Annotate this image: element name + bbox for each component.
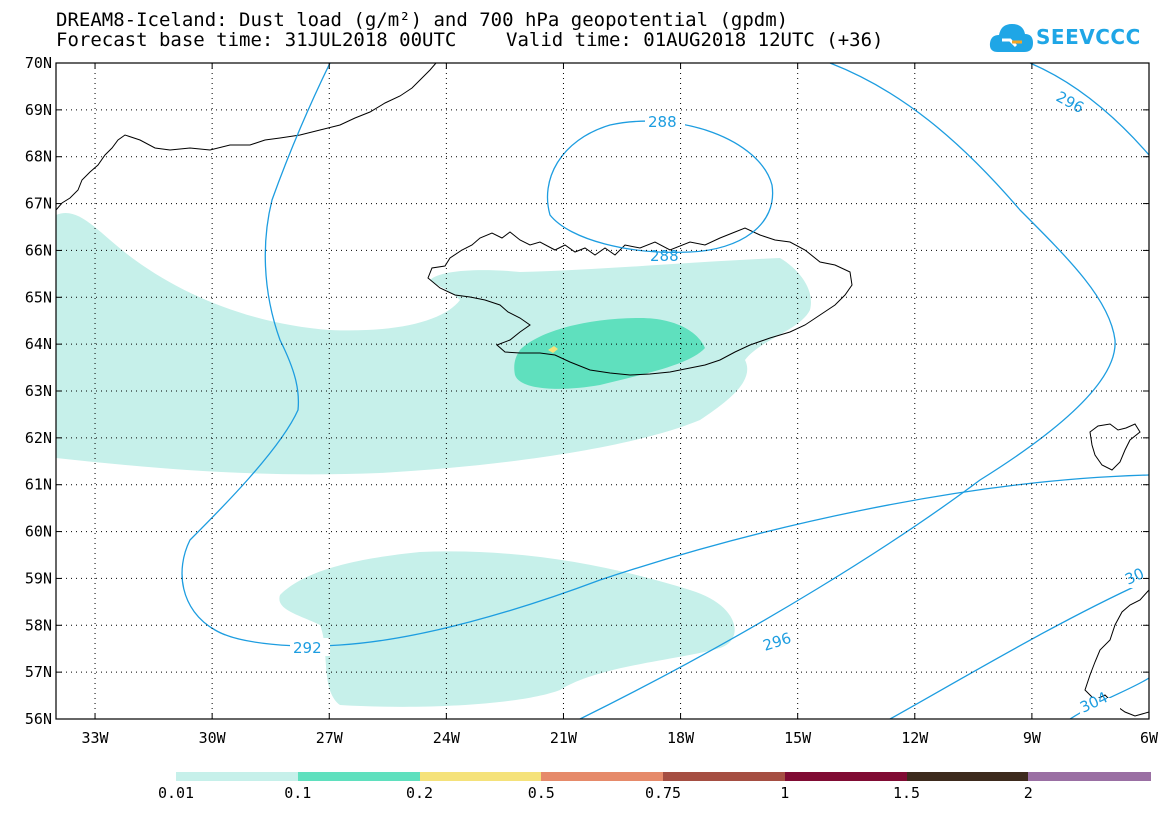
- lat-label: 56N: [25, 710, 52, 728]
- colorbar-segment: [906, 772, 1029, 781]
- latitude-labels: 70N 69N 68N 67N 66N 65N 64N 63N 62N 61N 60N 59N 58N 5…: [25, 54, 52, 728]
- coast-greenland: [56, 63, 437, 211]
- lat-label: 67N: [25, 195, 52, 213]
- lon-label: 9W: [1023, 729, 1042, 747]
- lat-label: 66N: [25, 241, 52, 259]
- geopotential-contours: [181, 63, 1149, 719]
- longitude-labels: 33W 30W 27W 24W 21W 18W 15W 12W 9W 6W: [81, 729, 1159, 747]
- lon-label: 27W: [316, 729, 344, 747]
- seevccc-logo: SEEVCCC: [988, 16, 1141, 60]
- lon-label: 33W: [81, 729, 109, 747]
- contour-300: [889, 579, 1149, 719]
- lon-label: 6W: [1140, 729, 1159, 747]
- coast-faroe: [1089, 423, 1141, 471]
- contour-292: [181, 63, 1149, 647]
- colorbar-segment: [541, 772, 664, 781]
- dust-spot-peak: [548, 346, 558, 353]
- lon-label: 21W: [550, 729, 578, 747]
- contour-label: 288: [648, 113, 677, 131]
- lat-label: 63N: [25, 382, 52, 400]
- graticule: [56, 63, 1149, 719]
- colorbar-label: 0.75: [644, 784, 682, 802]
- colorbar-segment: [176, 772, 299, 781]
- dust-area-north: [56, 213, 811, 475]
- colorbar-label: 0.1: [284, 784, 312, 802]
- logo-text: SEEVCCC: [1036, 25, 1141, 49]
- colorbar-label: 1.5: [892, 784, 921, 802]
- lat-label: 68N: [25, 148, 52, 166]
- contour-304: [1069, 677, 1149, 719]
- map-title: DREAM8-Iceland: Dust load (g/m²) and 700…: [56, 9, 789, 31]
- forecast-times: Forecast base time: 31JUL2018 00UTC Valid…: [56, 29, 884, 51]
- lon-label: 30W: [199, 729, 227, 747]
- lat-label: 60N: [25, 523, 52, 541]
- valid-time: Valid time: 01AUG2018 12UTC (+36): [506, 29, 884, 51]
- lat-label: 58N: [25, 616, 52, 634]
- contour-296-ne: [1029, 63, 1149, 156]
- contour-288: [546, 120, 774, 254]
- lat-label: 59N: [25, 569, 52, 587]
- lat-label: 61N: [25, 476, 52, 494]
- lon-label: 15W: [784, 729, 812, 747]
- lon-label: 12W: [901, 729, 929, 747]
- axis-ticks: [56, 62, 1150, 720]
- contour-label: 292: [293, 639, 322, 657]
- colorbar-label: 2: [1023, 784, 1033, 802]
- colorbar-segment: [784, 772, 907, 781]
- colorbar-label: 0.2: [405, 784, 434, 802]
- lon-label: 24W: [433, 729, 461, 747]
- base-time: Forecast base time: 31JUL2018 00UTC: [56, 29, 457, 51]
- lat-label: 70N: [25, 54, 52, 72]
- lon-label: 18W: [667, 729, 695, 747]
- lat-label: 57N: [25, 663, 52, 681]
- dust-area-south: [279, 551, 735, 707]
- colorbar-label: 1: [780, 784, 790, 802]
- colorbar-label: 0.01: [157, 784, 195, 802]
- colorbar-segment: [663, 772, 786, 781]
- lat-label: 62N: [25, 429, 52, 447]
- cloud-icon: [989, 24, 1033, 52]
- lat-label: 64N: [25, 335, 52, 353]
- contour-296: [579, 63, 1116, 719]
- colorbar-segment: [1028, 772, 1151, 781]
- coast-iceland: [427, 227, 853, 376]
- colorbar-segment: [419, 772, 542, 781]
- contour-label: 288: [650, 247, 679, 265]
- lat-label: 69N: [25, 101, 52, 119]
- dust-area-high: [514, 318, 705, 389]
- lat-label: 65N: [25, 288, 52, 306]
- colorbar-label: 0.5: [527, 784, 555, 802]
- colorbar-segment: [297, 772, 420, 781]
